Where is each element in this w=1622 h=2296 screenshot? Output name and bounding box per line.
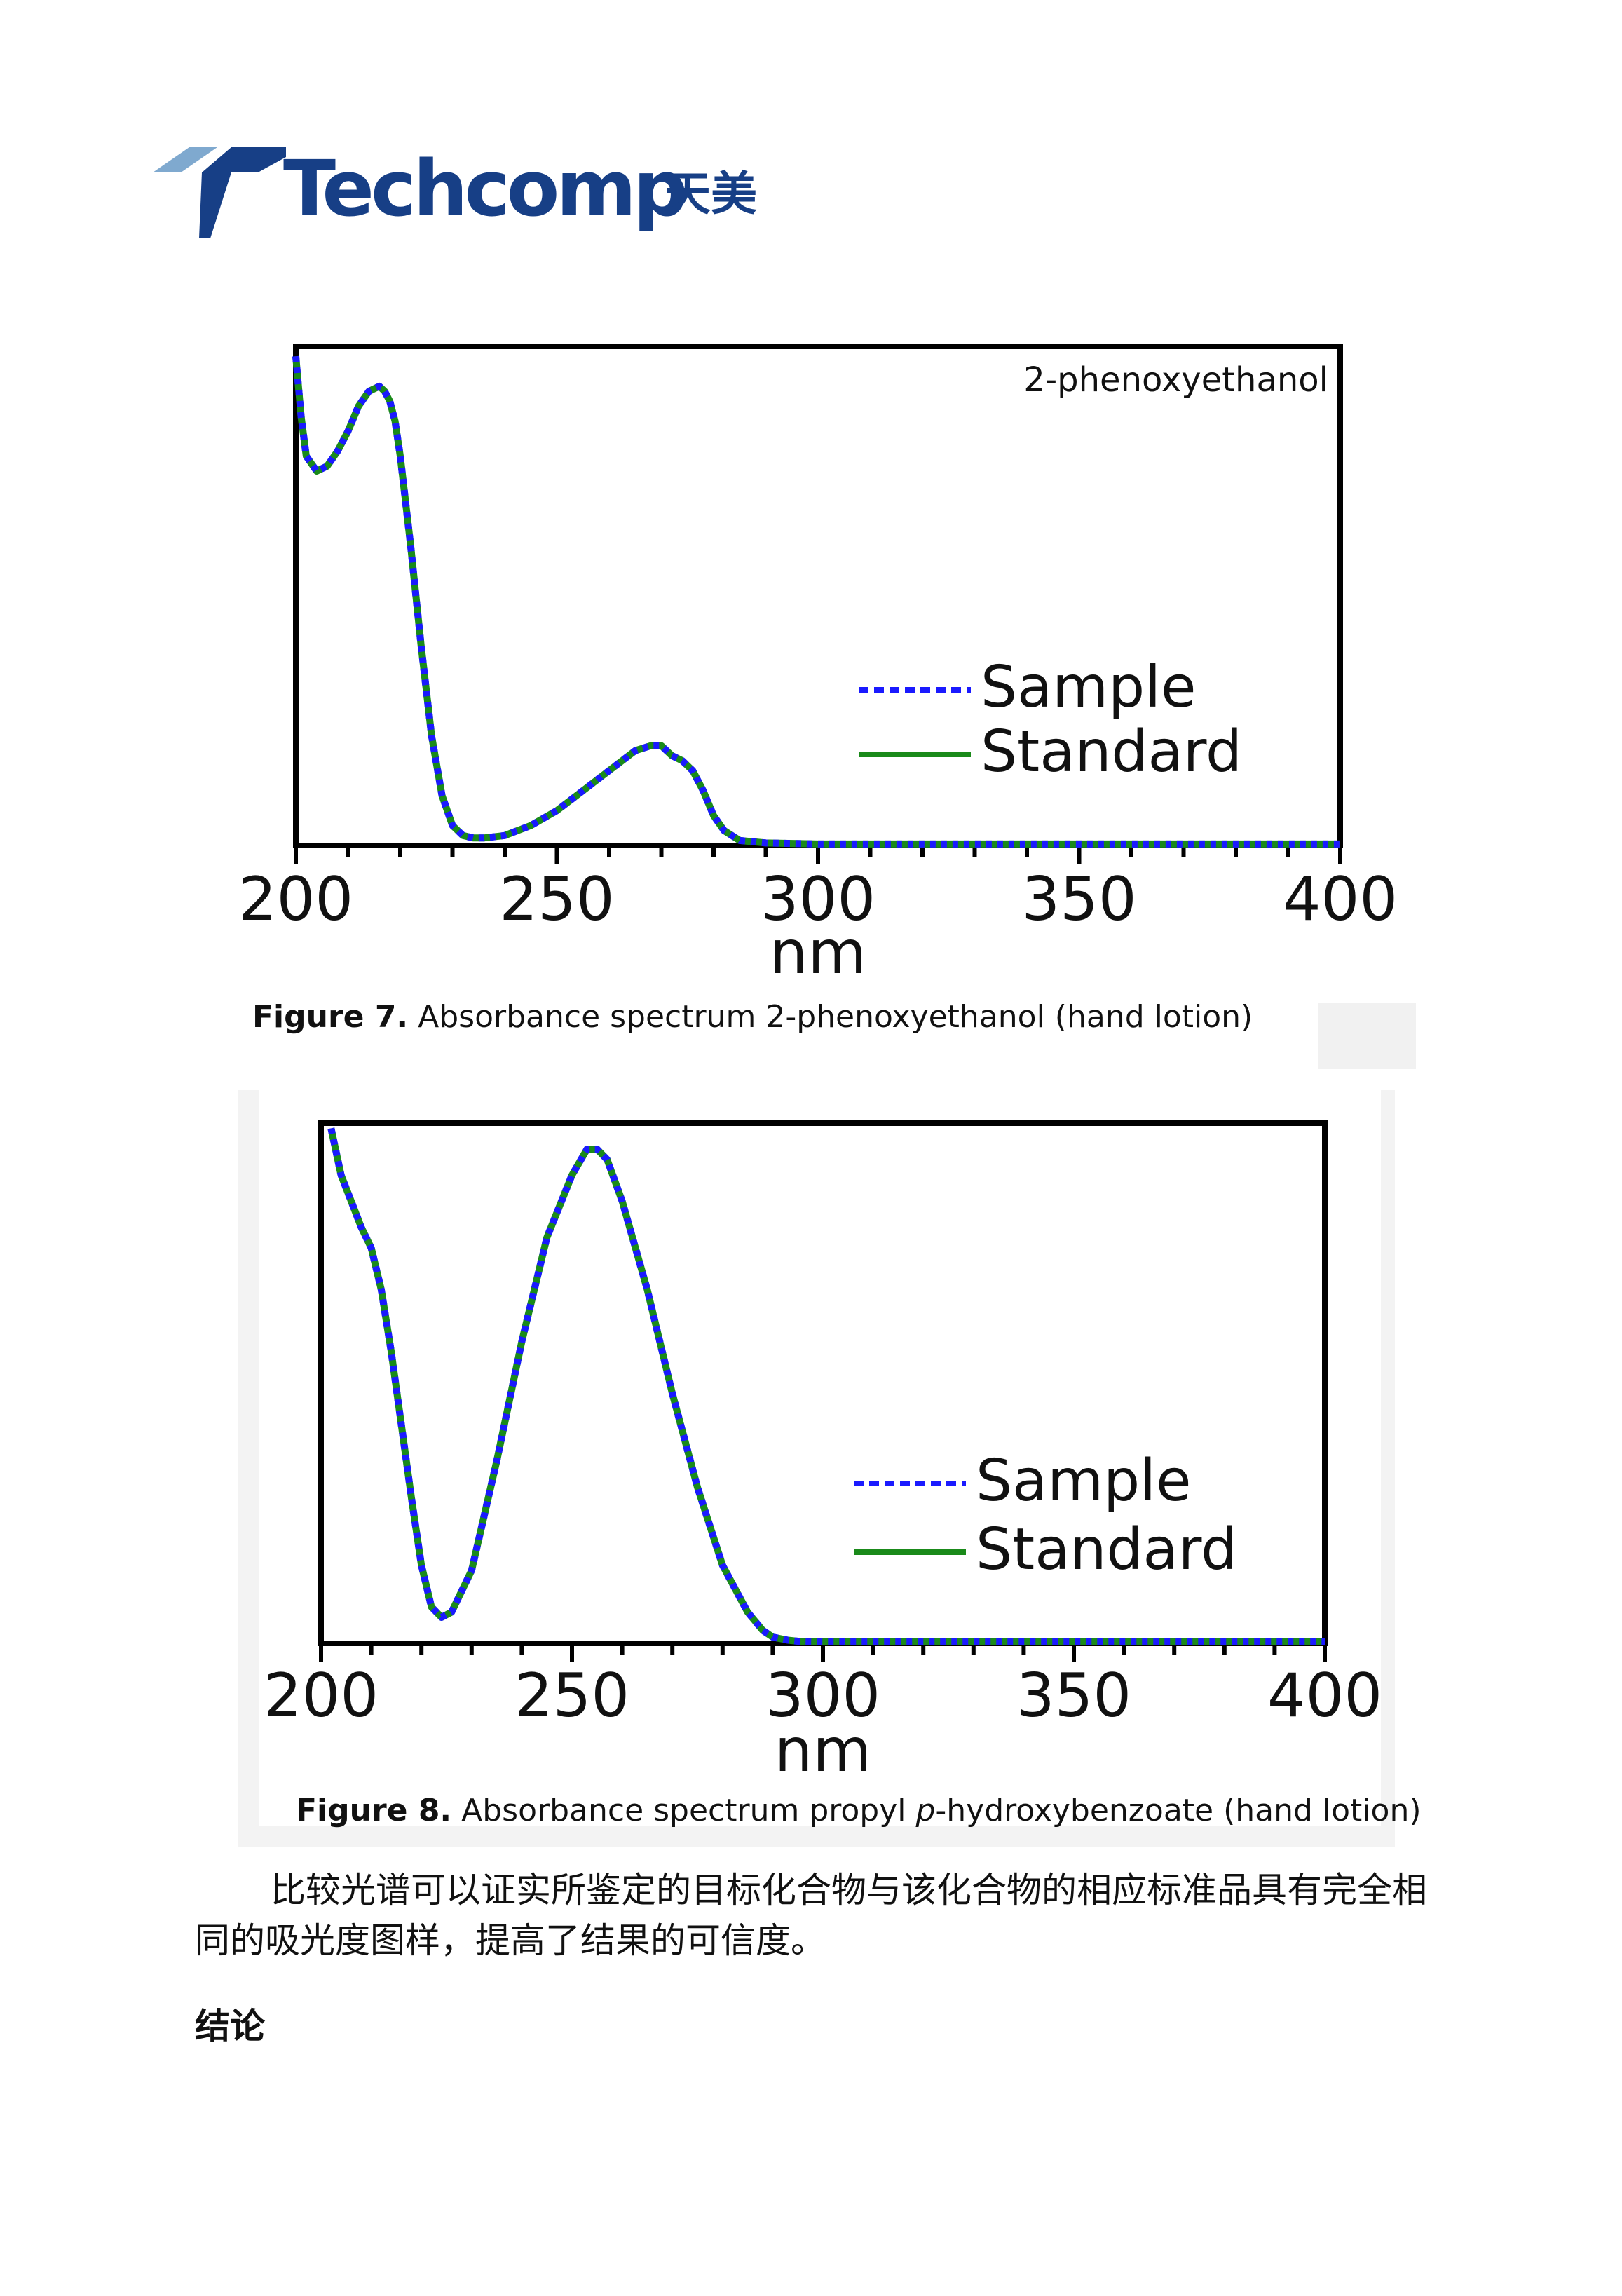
logo-brand-cn-text: 天美 (665, 167, 757, 221)
x-tick-label: 200 (238, 864, 353, 935)
logo-mark-light (153, 147, 217, 172)
logo-brand-text: Techcomp (283, 144, 688, 233)
x-tick-label: 350 (1021, 864, 1136, 935)
figure-8-caption-pre: Absorbance spectrum propyl (451, 1793, 916, 1828)
figure-7-shadow (1318, 1003, 1416, 1069)
legend-label-sample: Sample (976, 1448, 1191, 1514)
figure-7-svg: 200 250 300 350 400 nm 2-phenoxyethanol SampleS… (238, 344, 1398, 988)
x-tick-label: 300 (765, 1661, 880, 1731)
figure-8-chart: 200 250 300 350 400 nm Sample Standard (238, 1094, 1395, 1858)
body-paragraph: 比较光谱可以证实所鉴定的目标化合物与该化合物的相应标准品具有完全相同的吸光度图样… (195, 1865, 1429, 1966)
x-tick-label: 400 (1283, 864, 1398, 935)
logo-mark-dark (199, 147, 286, 238)
figure-8-caption-label: Figure 8. (296, 1793, 452, 1828)
body-paragraph-text: 比较光谱可以证实所鉴定的目标化合物与该化合物的相应标准品具有完全相同的吸光度图样… (195, 1870, 1427, 1961)
section-heading-conclusion: 结论 (195, 2006, 265, 2046)
figure-7-caption-text: Absorbance spectrum 2-phenoxyethanol (ha… (408, 999, 1253, 1035)
x-tick-label: 200 (264, 1661, 379, 1731)
logo-mark-icon (153, 147, 286, 238)
figure-8-caption-post: -hydroxybenzoate (hand lotion) (935, 1793, 1422, 1828)
figure-7-caption-label: Figure 7. (252, 999, 409, 1035)
plot-frame (293, 344, 1343, 848)
x-tick-label: 250 (514, 1661, 629, 1731)
x-tick-label: 300 (761, 864, 875, 935)
series-line-sample (292, 355, 1340, 848)
figure-7-caption: Figure 7. Absorbance spectrum 2-phenoxye… (252, 999, 1253, 1035)
x-axis-label: nm (770, 918, 866, 988)
plot-frame (318, 1120, 1328, 1646)
series-line-sample (327, 1127, 1325, 1645)
legend-label-sample: Sample (981, 654, 1196, 721)
x-tick-label: 350 (1016, 1661, 1131, 1731)
x-tick-label: 400 (1267, 1661, 1382, 1731)
x-axis-label: nm (775, 1716, 871, 1786)
legend-label-standard: Standard (981, 719, 1242, 785)
x-tick-label: 250 (499, 864, 614, 935)
legend-label-standard: Standard (976, 1516, 1237, 1583)
figure-8-caption-italic: p (915, 1793, 936, 1828)
chart-annotation: 2-phenoxyethanol (1023, 360, 1328, 400)
techcomp-logo: Techcomp 天美 (153, 147, 784, 245)
figure-8-caption: Figure 8. Absorbance spectrum propyl p-h… (296, 1793, 1422, 1828)
figure-7-chart: 200 250 300 350 400 nm 2-phenoxyethanol Sample S… (231, 330, 1416, 1059)
